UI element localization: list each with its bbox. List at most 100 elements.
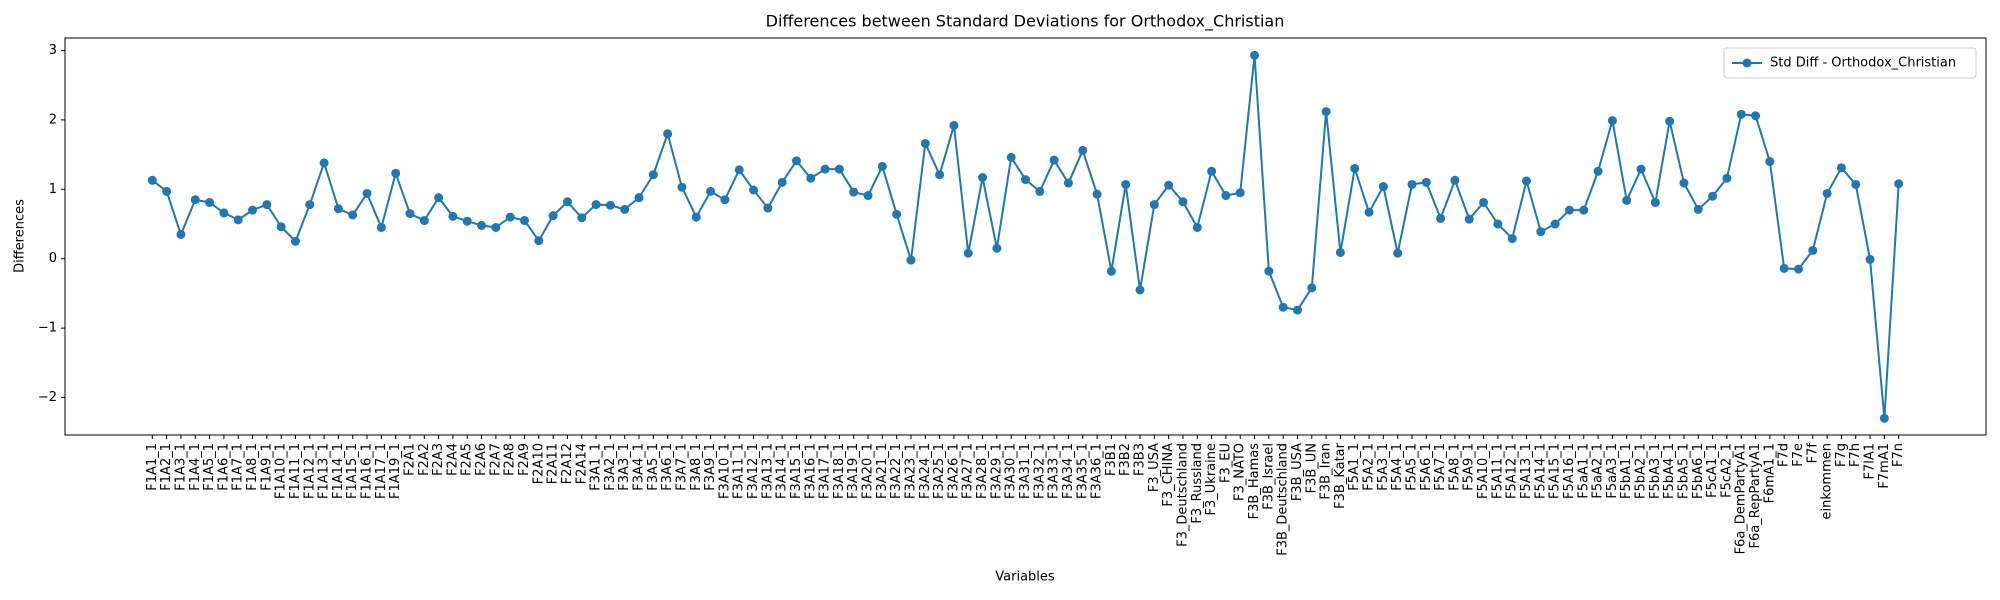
x-tick-label: einkommen [1820, 443, 1835, 519]
marker [1536, 227, 1546, 237]
x-tick-label: F3_Russland [1190, 443, 1205, 524]
marker [591, 200, 601, 210]
x-tick-label: F5bA6_1 [1691, 443, 1706, 499]
x-tick-label: F3A3_1 [617, 443, 632, 491]
marker [1063, 178, 1073, 188]
x-tick-label: F3A35_1 [1075, 443, 1090, 499]
marker [706, 186, 716, 196]
marker [677, 182, 687, 192]
marker [1779, 263, 1789, 273]
marker [1564, 205, 1574, 215]
x-tick-label: F2A2 [417, 443, 432, 476]
x-tick-label: F5A5_1 [1404, 443, 1419, 491]
y-tick-label: 1 [49, 182, 57, 197]
x-tick-label: F3_USA [1147, 443, 1162, 492]
marker [1235, 188, 1245, 198]
marker [1636, 164, 1646, 174]
marker [1350, 163, 1360, 173]
x-tick-label: F3A36_1 [1090, 443, 1105, 499]
marker [663, 129, 673, 139]
x-tick-label: F3A16_1 [803, 443, 818, 499]
x-tick-label: F5A9_1 [1462, 443, 1477, 491]
x-tick-label: F5A11_1 [1490, 443, 1505, 499]
marker [1879, 413, 1889, 423]
x-tick-label: F1A3_1 [173, 443, 188, 491]
x-tick-label: F5A1_1 [1347, 443, 1362, 491]
marker [505, 212, 515, 222]
marker [978, 173, 988, 183]
marker [477, 220, 487, 230]
x-tick-label: F3B3 [1133, 443, 1148, 476]
x-tick-label: F3B2 [1118, 443, 1133, 476]
marker [1006, 152, 1016, 162]
marker [434, 193, 444, 203]
x-tick-label: F3A31_1 [1018, 443, 1033, 499]
x-tick-label: F3B_Israel [1261, 443, 1276, 510]
x-tick-label: F3A19_1 [846, 443, 861, 499]
x-tick-label: F1A14_1 [331, 443, 346, 499]
x-tick-label: F3A24_1 [918, 443, 933, 499]
legend-label: Std Diff - Orthodox_Christian [1770, 56, 1956, 71]
marker [1250, 50, 1260, 60]
x-tick-label: F1A10_1 [274, 443, 289, 499]
marker [419, 216, 429, 226]
marker [1393, 248, 1403, 258]
x-tick-label: F2A11 [546, 443, 561, 484]
x-tick-label: F2A7 [488, 443, 503, 476]
x-tick-label: F3A4_1 [632, 443, 647, 491]
x-tick-label: F1A13_1 [317, 443, 332, 499]
x-tick-label: F3A20_1 [861, 443, 876, 499]
marker [935, 170, 945, 180]
marker [648, 170, 658, 180]
x-tick-label: F1A1_1 [145, 443, 160, 491]
chart-title: Differences between Standard Deviations … [766, 12, 1285, 32]
marker [548, 211, 558, 221]
x-tick-label: F3A23_1 [903, 443, 918, 499]
marker [777, 177, 787, 187]
marker [1579, 205, 1589, 215]
marker [562, 197, 572, 207]
plot-frame [64, 37, 1987, 436]
marker [1493, 219, 1503, 229]
x-tick-label: F6mA1_1 [1762, 443, 1777, 503]
marker [1507, 234, 1517, 244]
x-tick-label: F5A8_1 [1447, 443, 1462, 491]
x-tick-label: F6a_DemPartyA1 [1734, 443, 1749, 554]
marker [1650, 197, 1660, 207]
x-tick-label: F3A15_1 [789, 443, 804, 499]
x-tick-label: F3A25_1 [932, 443, 947, 499]
x-tick-label: F1A6_1 [216, 443, 231, 491]
x-tick-label: F3B_UN [1304, 443, 1319, 493]
marker [1192, 222, 1202, 232]
marker [1665, 116, 1675, 126]
marker [1264, 266, 1274, 276]
marker [448, 211, 458, 221]
marker [519, 216, 529, 226]
x-tick-label: F3A34_1 [1061, 443, 1076, 499]
marker [1149, 200, 1159, 210]
marker [1593, 166, 1603, 176]
marker [147, 175, 157, 185]
x-tick-label: F3B1 [1104, 443, 1119, 476]
marker [1292, 305, 1302, 315]
x-tick-label: F7e [1791, 443, 1806, 467]
x-tick-label: F6a_RepPartyA1 [1748, 443, 1763, 548]
marker [1421, 177, 1431, 187]
marker [462, 216, 472, 226]
x-tick-label: F5cA1_1 [1705, 443, 1720, 498]
marker [1793, 264, 1803, 274]
marker [190, 195, 200, 205]
x-tick-label: F5bA3_1 [1648, 443, 1663, 499]
marker [1479, 197, 1489, 207]
marker [1736, 109, 1746, 119]
marker [1321, 107, 1331, 117]
x-tick-label: F3B_Hamas [1247, 443, 1262, 520]
x-tick-label: F2A4 [445, 443, 460, 476]
x-tick-label: F3A30_1 [1004, 443, 1019, 499]
x-tick-label: F3A26_1 [946, 443, 961, 499]
marker [1278, 302, 1288, 312]
x-tick-label: F2A9 [517, 443, 532, 476]
x-tick-label: F7lA1 [1863, 443, 1878, 480]
